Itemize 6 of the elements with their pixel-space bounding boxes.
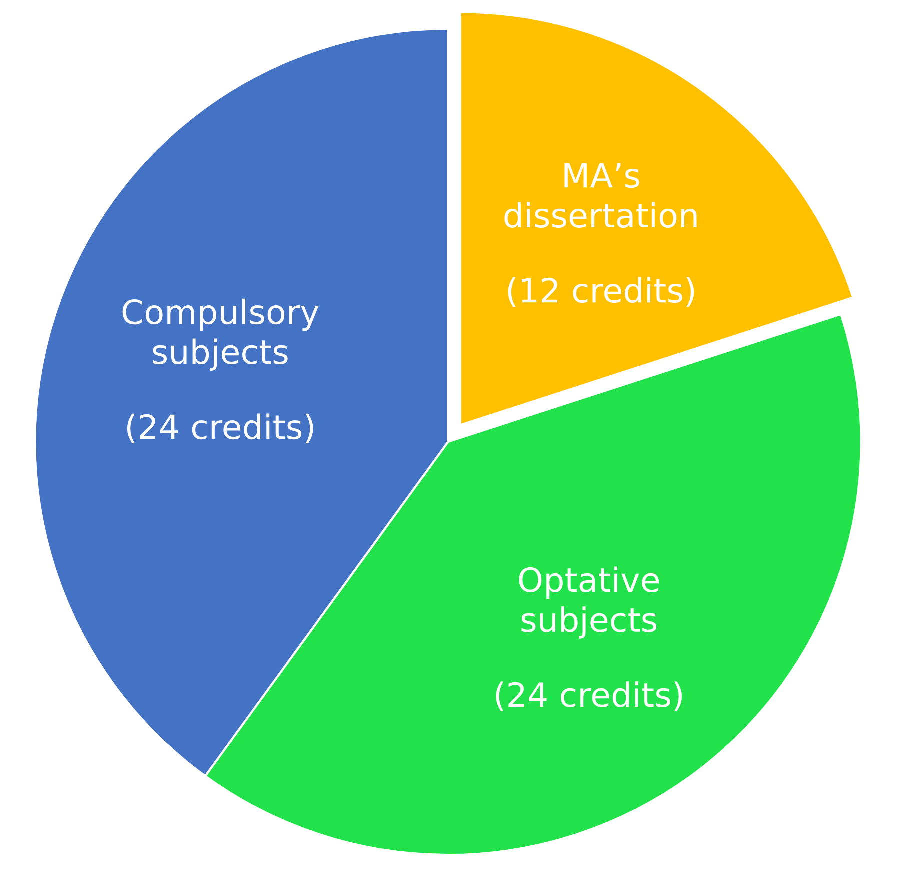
slice-label: Optative subjects bbox=[519, 566, 660, 639]
slice-label: MA’s dissertation bbox=[504, 163, 697, 228]
slice-label: Compulsory subjects bbox=[122, 298, 319, 371]
data-label: (12 credits) bbox=[508, 277, 694, 308]
data-label: (24 credits) bbox=[127, 414, 314, 444]
data-label: (24 credits) bbox=[496, 682, 682, 712]
